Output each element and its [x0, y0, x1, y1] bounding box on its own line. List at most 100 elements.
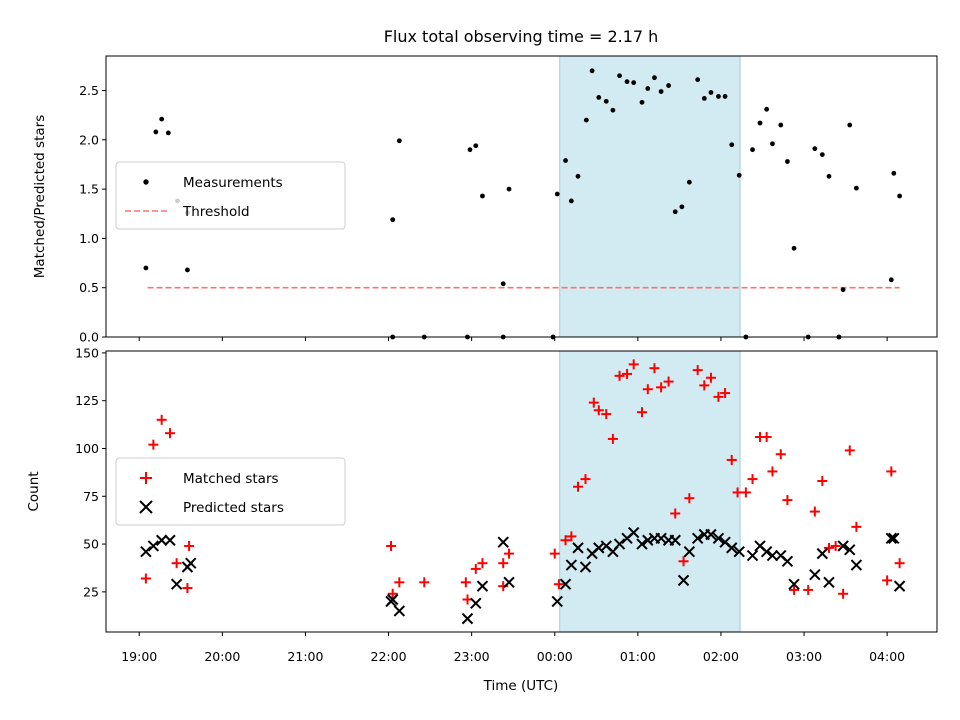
y-tick-label: 0.5 [79, 280, 99, 295]
matched-star-point [823, 542, 834, 553]
measurement-point [554, 191, 560, 197]
measurement-point [583, 117, 589, 123]
measurement-point [473, 143, 479, 149]
predicted-star-point [691, 532, 704, 545]
measurement-point [396, 138, 402, 144]
measurement-point [672, 209, 678, 215]
x-tick-label: 00:00 [537, 649, 573, 664]
measurement-point [847, 122, 853, 128]
matched-star-point [573, 481, 584, 492]
matched-star-point [549, 548, 560, 559]
legend-predicted-label: Predicted stars [183, 500, 284, 516]
measurement-point [819, 152, 825, 157]
measurement-point [631, 80, 637, 86]
matched-star-point [699, 380, 710, 391]
measurement-point [897, 193, 903, 199]
y-tick-label: 50 [83, 537, 99, 552]
legend-matched-marker [140, 472, 152, 484]
predicted-star-point [565, 559, 578, 571]
measurement-point [617, 73, 622, 79]
measurement-points [143, 68, 903, 340]
highlight-span-top [559, 55, 741, 338]
bottom-x-ticks: 19:00 20:00 21:00 22:00 23:00 00:00 01:00 02:00… [121, 632, 905, 664]
matched-star-point [156, 414, 167, 425]
legend-measurements-label: Measurements [183, 175, 283, 191]
matched-star-point [498, 558, 509, 569]
predicted-star-point [809, 568, 821, 581]
predicted-star-point [476, 580, 489, 592]
top-y-axis-label: Matched/Predicted stars [32, 115, 48, 278]
measurement-point [708, 90, 714, 95]
measurement-point [500, 281, 506, 287]
x-tick-label: 23:00 [454, 649, 490, 664]
measurement-point [575, 173, 581, 179]
matched-star-point [767, 466, 778, 477]
predicted-star-point [850, 559, 863, 571]
matched-star-point [692, 365, 703, 376]
matched-star-point [684, 493, 695, 504]
matched-star-point [580, 474, 591, 485]
measurement-point [736, 172, 742, 178]
y-tick-label: 1.5 [79, 182, 99, 197]
predicted-star-point [837, 540, 849, 552]
y-tick-label: 100 [75, 441, 99, 456]
matched-star-point [182, 583, 193, 594]
predicted-star-point [140, 546, 152, 558]
top-axes-frame [105, 55, 938, 338]
matched-star-point [894, 558, 905, 569]
matched-star-point [747, 474, 758, 485]
matched-star-point [817, 475, 828, 486]
matched-star-point [713, 391, 724, 402]
measurement-point [666, 83, 671, 88]
bottom-axes-frame [105, 350, 938, 633]
matched-star-point [460, 577, 471, 588]
predicted-star-point [705, 528, 717, 541]
predicted-star-point [461, 612, 474, 625]
matched-star-point [140, 573, 151, 584]
matched-star-point [184, 540, 195, 551]
x-tick-label: 03:00 [786, 649, 822, 664]
matched-star-point [171, 558, 182, 569]
x-axis-label: Time (UTC) [483, 678, 559, 694]
predicted-star-point [579, 561, 592, 573]
matched-star-point [148, 439, 159, 450]
matched-star-point [386, 540, 397, 551]
predicted-star-point [893, 580, 906, 592]
matched-star-point [705, 372, 716, 383]
measurement-point [840, 287, 846, 293]
measurement-point [750, 147, 755, 153]
measurement-point [722, 94, 728, 99]
measurement-point [153, 129, 159, 135]
y-tick-label: 1.0 [79, 231, 99, 246]
predicted-star-point [733, 546, 745, 558]
y-tick-label: 150 [75, 345, 99, 360]
bottom-y-ticks: 25 50 75 100 125 150 [75, 345, 106, 599]
y-tick-label: 125 [75, 393, 99, 408]
matched-star-point [614, 370, 625, 381]
measurement-point [658, 89, 664, 94]
matched-star-point [844, 445, 855, 456]
matched-star-point [670, 508, 681, 519]
measurement-point [764, 106, 770, 112]
matched-star-point [628, 359, 639, 370]
predicted-star-point [572, 542, 584, 554]
x-tick-label: 19:00 [121, 649, 157, 664]
matched-star-point [838, 588, 849, 599]
predicted-star-point [788, 578, 800, 590]
measurement-point [624, 79, 630, 85]
measurement-point [716, 94, 721, 99]
matched-star-point [782, 495, 793, 506]
x-tick-label: 01:00 [620, 649, 656, 664]
measurement-point [610, 107, 616, 113]
predicted-star-point [470, 597, 482, 610]
matched-star-point [775, 449, 786, 460]
predicted-star-point [386, 593, 399, 606]
measurement-point [701, 95, 707, 101]
predicted-star-point [155, 534, 168, 546]
predicted-star-point [613, 538, 626, 550]
matched-star-point [656, 382, 667, 393]
measurement-point [770, 141, 775, 147]
x-tick-label: 21:00 [287, 649, 323, 664]
matched-star-point [498, 581, 509, 592]
